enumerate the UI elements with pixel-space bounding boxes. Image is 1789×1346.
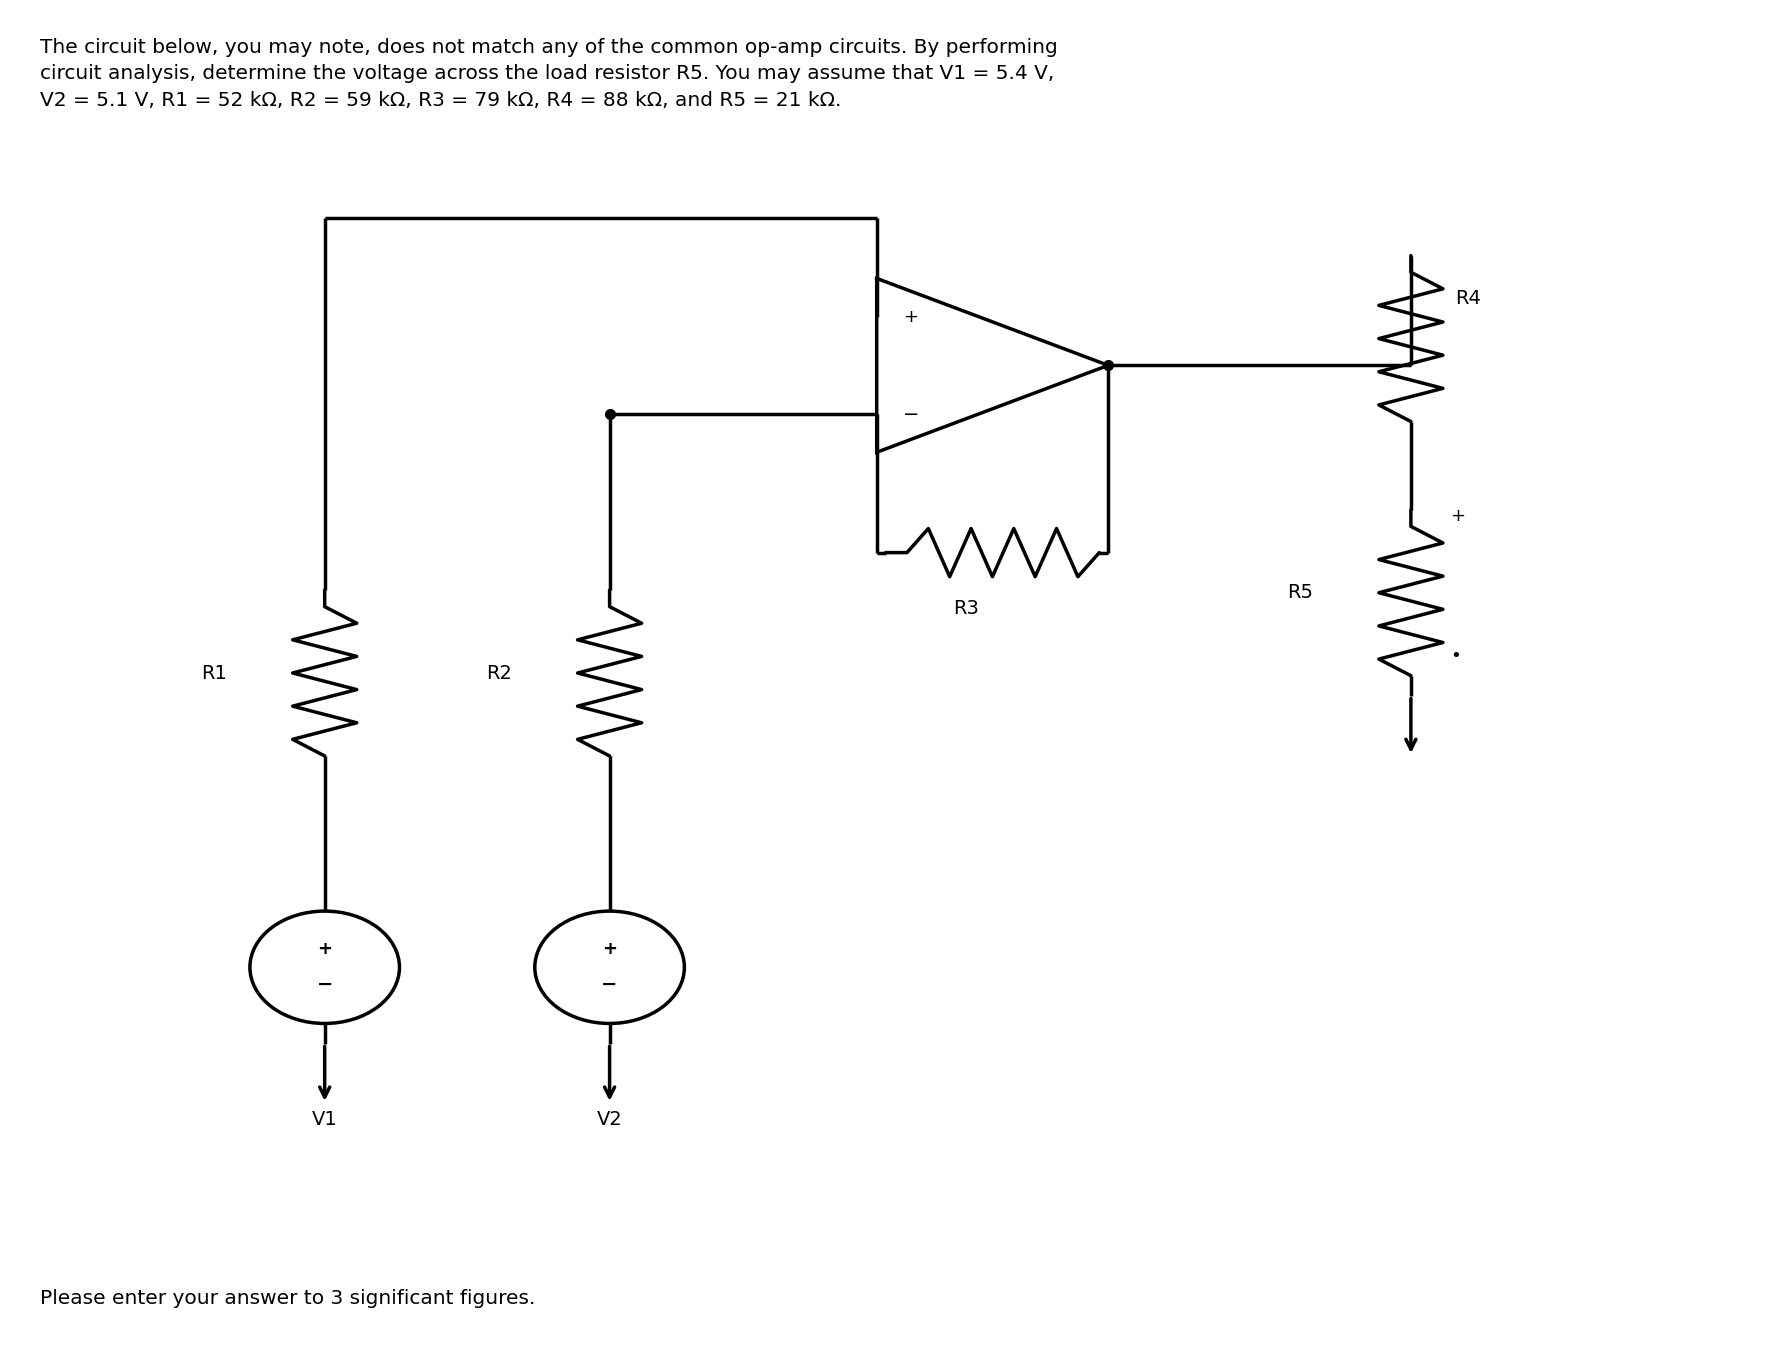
Text: V2: V2	[598, 1110, 623, 1129]
Text: −: −	[601, 975, 617, 995]
Text: R4: R4	[1456, 289, 1481, 308]
Text: +: +	[1451, 507, 1465, 525]
Text: R5: R5	[1286, 583, 1313, 602]
Text: +: +	[603, 940, 617, 957]
Text: R2: R2	[487, 664, 512, 682]
Text: +: +	[317, 940, 333, 957]
Text: R1: R1	[200, 664, 227, 682]
Text: +: +	[903, 308, 918, 326]
Text: −: −	[903, 405, 920, 424]
Text: •: •	[1451, 646, 1462, 665]
Text: −: −	[317, 975, 333, 995]
Text: R3: R3	[954, 599, 979, 618]
Text: Please enter your answer to 3 significant figures.: Please enter your answer to 3 significan…	[39, 1289, 535, 1308]
Text: The circuit below, you may note, does not match any of the common op-amp circuit: The circuit below, you may note, does no…	[39, 38, 1057, 109]
Text: V1: V1	[311, 1110, 338, 1129]
